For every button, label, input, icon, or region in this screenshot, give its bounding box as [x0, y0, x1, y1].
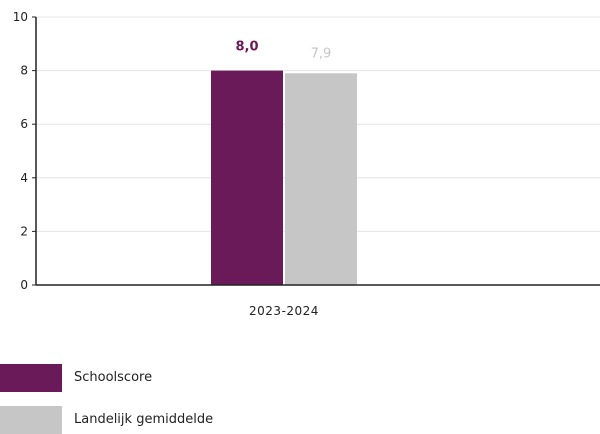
y-tick-label-4: 4 — [20, 171, 28, 185]
bar-landelijk-gemiddelde — [285, 73, 357, 285]
y-tick-label-0: 0 — [20, 278, 28, 292]
y-tick-label-10: 10 — [13, 10, 28, 24]
bar-chart: 0 2 4 6 8 10 8,0 7,9 2023-2024 — [0, 0, 600, 340]
legend-item-schoolscore: Schoolscore — [0, 364, 320, 392]
x-axis-categories: 2023-2024 — [249, 304, 319, 318]
y-axis-ticks: 0 2 4 6 8 10 — [13, 10, 36, 292]
data-labels: 8,0 7,9 — [235, 40, 331, 62]
bar-schoolscore — [211, 71, 283, 285]
legend-item-landelijk-gemiddelde: Landelijk gemiddelde — [0, 406, 320, 434]
legend-label-schoolscore: Schoolscore — [74, 370, 152, 385]
data-label-landelijk-gemiddelde: 7,9 — [311, 46, 332, 61]
y-tick-label-2: 2 — [20, 224, 28, 238]
y-tick-label-6: 6 — [20, 117, 28, 131]
legend-swatch-schoolscore — [0, 364, 62, 392]
y-tick-label-8: 8 — [20, 64, 28, 78]
legend-swatch-landelijk-gemiddelde — [0, 406, 62, 434]
x-category-label: 2023-2024 — [249, 304, 319, 318]
legend-label-landelijk-gemiddelde: Landelijk gemiddelde — [74, 412, 213, 427]
data-label-schoolscore: 8,0 — [235, 40, 258, 55]
